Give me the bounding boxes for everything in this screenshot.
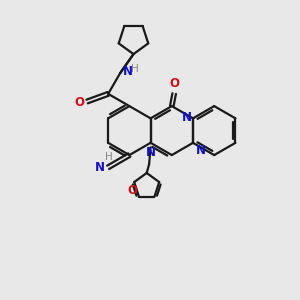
Text: N: N <box>122 65 133 79</box>
Text: O: O <box>128 184 138 197</box>
Text: N: N <box>94 161 105 174</box>
Text: H: H <box>105 152 112 162</box>
Text: H: H <box>130 64 138 74</box>
Text: N: N <box>182 111 191 124</box>
Text: N: N <box>195 144 206 157</box>
Text: O: O <box>169 77 179 90</box>
Text: O: O <box>74 96 84 109</box>
Text: N: N <box>146 146 156 159</box>
